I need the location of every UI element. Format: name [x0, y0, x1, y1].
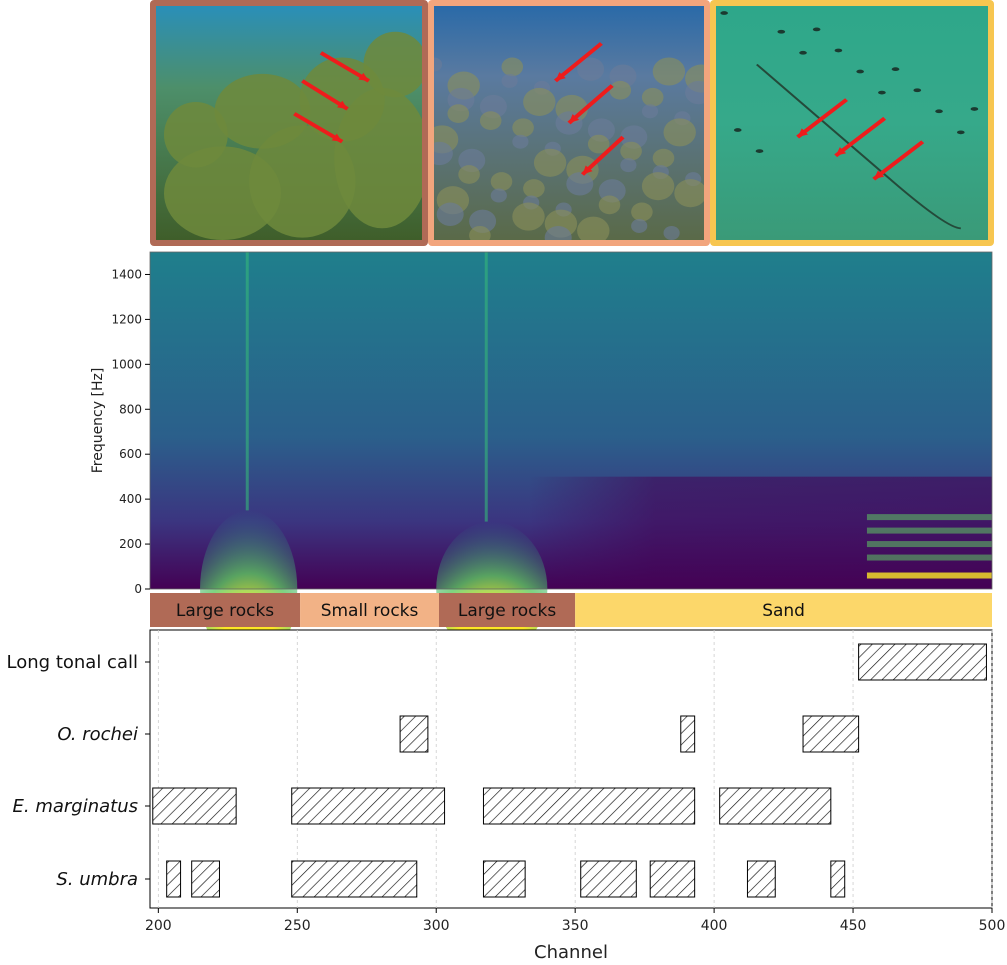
- freq-tick-label: 1400: [111, 267, 142, 281]
- channel-tick-label: 200: [145, 918, 172, 934]
- freq-tick-label: 400: [119, 492, 142, 506]
- channel-tick-label: 500: [979, 918, 1006, 934]
- channel-tick-label: 250: [284, 918, 311, 934]
- interval-bar: [580, 860, 637, 898]
- harmonic-band: [866, 572, 992, 579]
- habitat-segment: [439, 593, 576, 627]
- channel-tick-label: 350: [562, 918, 589, 934]
- interval-bar: [649, 860, 696, 898]
- channel-tick-label: 300: [423, 918, 450, 934]
- freq-tick-label: 1000: [111, 357, 142, 371]
- interval-bar: [482, 787, 696, 825]
- sand-photo: [710, 0, 994, 246]
- category-label: O. rochei: [57, 724, 138, 745]
- harmonic-band: [866, 541, 992, 548]
- freq-axis-label: Frequency [Hz]: [90, 368, 106, 474]
- interval-bar: [802, 715, 860, 753]
- spectrogram-streak: [484, 252, 488, 522]
- interval-bar: [399, 715, 429, 753]
- interval-bar: [166, 860, 182, 898]
- interval-bar: [152, 787, 237, 825]
- interval-plot-frame: [149, 629, 993, 909]
- freq-tick-label: 600: [119, 447, 142, 461]
- interval-bar: [719, 787, 832, 825]
- harmonic-band: [866, 514, 992, 521]
- freq-tick-label: 0: [134, 582, 142, 596]
- habitat-segment-label: Small rocks: [321, 601, 419, 621]
- habitat-segment-label: Large rocks: [176, 601, 274, 621]
- habitat-segment: [300, 593, 440, 627]
- category-label: S. umbra: [56, 869, 138, 890]
- harmonic-band: [866, 554, 992, 561]
- interval-bar: [191, 860, 220, 898]
- spectrogram-frame: [149, 251, 993, 590]
- freq-tick-label: 200: [119, 537, 142, 551]
- habitat-segment: [150, 593, 301, 627]
- freq-tick-label: 800: [119, 402, 142, 416]
- small-rocks-photo: [428, 0, 710, 246]
- interval-bar: [680, 715, 696, 753]
- category-label: E. marginatus: [13, 796, 139, 817]
- channel-axis-label: Channel: [534, 942, 608, 963]
- category-label: Long tonal call: [7, 652, 138, 673]
- channel-tick-label: 450: [840, 918, 867, 934]
- interval-bar: [746, 860, 776, 898]
- habitat-segment-label: Sand: [762, 601, 805, 621]
- interval-bar: [830, 860, 846, 898]
- spectrogram-streak: [245, 252, 249, 511]
- interval-bar: [291, 860, 418, 898]
- interval-bar: [291, 787, 446, 825]
- harmonic-band: [866, 527, 992, 534]
- large-rocks-photo: [150, 0, 428, 246]
- interval-bar: [858, 643, 987, 681]
- channel-tick-label: 400: [701, 918, 728, 934]
- freq-tick-label: 1200: [111, 312, 142, 326]
- habitat-segment: [575, 593, 992, 627]
- interval-bar: [482, 860, 526, 898]
- habitat-segment-label: Large rocks: [458, 601, 556, 621]
